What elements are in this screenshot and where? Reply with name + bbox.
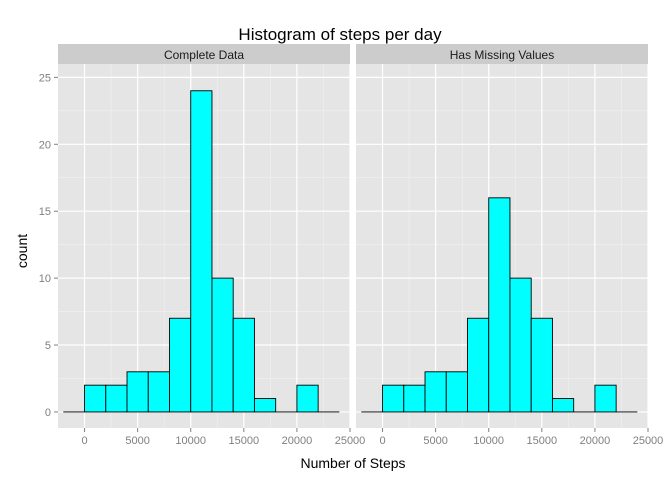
histogram-bar xyxy=(190,90,213,413)
x-tick-label: 0 xyxy=(81,435,87,447)
x-tick-label: 0 xyxy=(379,435,385,447)
facet-strip-label: Complete Data xyxy=(164,48,244,62)
facet-strip xyxy=(58,44,350,64)
histogram-bar xyxy=(296,384,319,413)
histogram-bar xyxy=(382,384,405,413)
histogram-bar xyxy=(403,384,426,413)
histogram-bar xyxy=(253,398,277,413)
histogram-bar xyxy=(467,317,490,413)
histogram-bar xyxy=(147,371,170,413)
x-tick-label: 15000 xyxy=(229,435,260,447)
y-tick-label: 5 xyxy=(45,340,51,352)
histogram-bar xyxy=(509,277,532,413)
facet-panel-1: Complete Data 0 5000 10000 15000 20000 25000 0 5… xyxy=(39,44,366,447)
histogram-bar xyxy=(488,197,511,413)
x-axis-title: Number of Steps xyxy=(300,455,405,471)
x-tick-label: 5000 xyxy=(125,435,149,447)
facet-panels: Complete Data 0 5000 10000 15000 20000 25000 0 5… xyxy=(39,44,663,447)
histogram-bar xyxy=(232,317,255,413)
y-tick-label: 10 xyxy=(39,273,51,285)
x-tick-label: 25000 xyxy=(335,435,366,447)
x-tick-label: 20000 xyxy=(282,435,313,447)
histogram-bar xyxy=(530,317,553,413)
histogram-bar xyxy=(594,384,617,413)
y-tick-label: 0 xyxy=(45,407,51,419)
histogram-bar xyxy=(211,277,234,413)
histogram-bar xyxy=(84,384,107,413)
y-tick-label: 25 xyxy=(39,72,51,84)
histogram-bar xyxy=(169,317,192,413)
histogram-bar xyxy=(105,384,128,413)
x-tick-label: 10000 xyxy=(473,435,504,447)
histogram-bar xyxy=(126,371,149,413)
histogram-bar xyxy=(445,371,468,413)
histogram-bar xyxy=(551,398,575,413)
facet-panel-2: Has Missing Values 0 5000 10000 15000 20000 25… xyxy=(356,44,663,447)
y-tick-label: 15 xyxy=(39,206,51,218)
y-axis-title: count xyxy=(14,234,30,268)
chart-title: Histogram of steps per day xyxy=(238,25,442,44)
x-tick-label: 10000 xyxy=(175,435,206,447)
facet-strip-label: Has Missing Values xyxy=(450,48,554,62)
histogram-bar xyxy=(424,371,447,413)
x-tick-label: 15000 xyxy=(527,435,558,447)
x-tick-label: 5000 xyxy=(423,435,447,447)
facet-strip xyxy=(356,44,648,64)
x-tick-label: 20000 xyxy=(580,435,611,447)
y-tick-label: 20 xyxy=(39,139,51,151)
x-tick-label: 25000 xyxy=(633,435,664,447)
